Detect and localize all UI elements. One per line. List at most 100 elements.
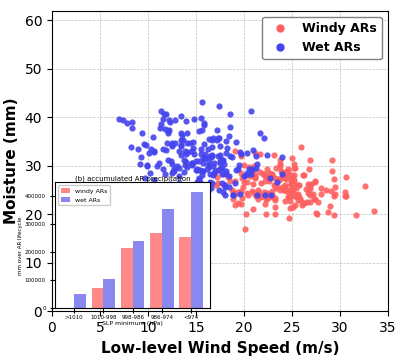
Point bbox=[172, 188, 179, 193]
Point bbox=[213, 174, 220, 180]
Point bbox=[221, 161, 227, 167]
Point bbox=[296, 196, 303, 202]
Point bbox=[342, 190, 348, 195]
Point bbox=[277, 157, 283, 163]
Point bbox=[207, 179, 214, 185]
Point bbox=[244, 179, 250, 185]
Point bbox=[256, 170, 263, 175]
Point bbox=[196, 175, 202, 181]
Point bbox=[223, 171, 230, 177]
Point bbox=[210, 135, 217, 141]
Point bbox=[196, 177, 202, 183]
Point bbox=[217, 159, 223, 164]
Point bbox=[282, 198, 288, 204]
Point bbox=[342, 193, 348, 199]
Point bbox=[166, 117, 172, 123]
Point bbox=[288, 155, 295, 160]
Point bbox=[289, 187, 296, 192]
Point bbox=[289, 189, 296, 195]
Point bbox=[269, 194, 275, 200]
Point bbox=[188, 148, 195, 154]
Point bbox=[323, 187, 330, 193]
Point bbox=[162, 126, 168, 131]
Point bbox=[129, 126, 136, 131]
Point bbox=[198, 115, 204, 121]
Point bbox=[144, 164, 150, 169]
Point bbox=[285, 194, 292, 200]
Point bbox=[224, 145, 230, 151]
Point bbox=[266, 170, 273, 176]
Point bbox=[277, 161, 283, 166]
Point bbox=[195, 177, 202, 183]
Point bbox=[282, 184, 289, 190]
Point bbox=[301, 172, 307, 178]
Point bbox=[208, 152, 215, 158]
Point bbox=[171, 168, 177, 174]
Point bbox=[181, 169, 188, 174]
Point bbox=[157, 126, 163, 131]
Point bbox=[332, 184, 339, 190]
Point bbox=[307, 200, 313, 205]
Point bbox=[286, 205, 293, 211]
Point bbox=[186, 190, 192, 196]
Point bbox=[262, 179, 268, 184]
Point bbox=[318, 185, 324, 191]
Point bbox=[232, 180, 238, 186]
Point bbox=[204, 166, 210, 172]
Point bbox=[177, 113, 184, 118]
Point bbox=[312, 196, 318, 202]
Point bbox=[165, 131, 171, 136]
Point bbox=[262, 192, 268, 198]
Point bbox=[120, 117, 127, 122]
Point bbox=[182, 163, 188, 168]
Point bbox=[266, 178, 272, 184]
Point bbox=[274, 179, 280, 185]
Point bbox=[307, 185, 313, 191]
Point bbox=[292, 193, 298, 199]
Point bbox=[250, 190, 257, 196]
Point bbox=[256, 130, 263, 136]
Legend: Windy ARs, Wet ARs: Windy ARs, Wet ARs bbox=[262, 17, 382, 59]
Point bbox=[219, 180, 226, 185]
Point bbox=[328, 158, 335, 163]
Point bbox=[230, 196, 236, 202]
Point bbox=[216, 103, 222, 109]
Point bbox=[182, 148, 188, 154]
Point bbox=[264, 175, 270, 181]
Point bbox=[279, 154, 286, 160]
Point bbox=[196, 128, 202, 134]
Point bbox=[169, 140, 175, 146]
Point bbox=[200, 168, 206, 174]
Point bbox=[362, 184, 368, 189]
Point bbox=[168, 143, 175, 149]
Point bbox=[252, 173, 259, 178]
Point bbox=[226, 133, 232, 139]
Point bbox=[325, 209, 331, 214]
Point bbox=[190, 145, 196, 151]
Point bbox=[295, 182, 302, 188]
Point bbox=[181, 157, 188, 163]
Point bbox=[138, 130, 145, 136]
Point bbox=[291, 177, 298, 183]
Point bbox=[251, 168, 257, 173]
Point bbox=[246, 166, 252, 172]
Point bbox=[215, 180, 221, 186]
Point bbox=[165, 129, 171, 134]
Point bbox=[313, 210, 319, 216]
Point bbox=[184, 188, 190, 193]
Point bbox=[161, 111, 168, 117]
Point bbox=[151, 177, 157, 183]
Point bbox=[267, 192, 274, 198]
Point bbox=[222, 192, 228, 198]
Point bbox=[200, 184, 206, 190]
Point bbox=[160, 116, 166, 121]
Point bbox=[237, 153, 244, 159]
Point bbox=[218, 165, 225, 170]
Point bbox=[253, 194, 259, 199]
Point bbox=[214, 137, 220, 143]
Point bbox=[207, 154, 214, 159]
Point bbox=[285, 169, 292, 174]
Point bbox=[215, 135, 221, 141]
Point bbox=[202, 155, 208, 161]
Point bbox=[209, 180, 215, 185]
